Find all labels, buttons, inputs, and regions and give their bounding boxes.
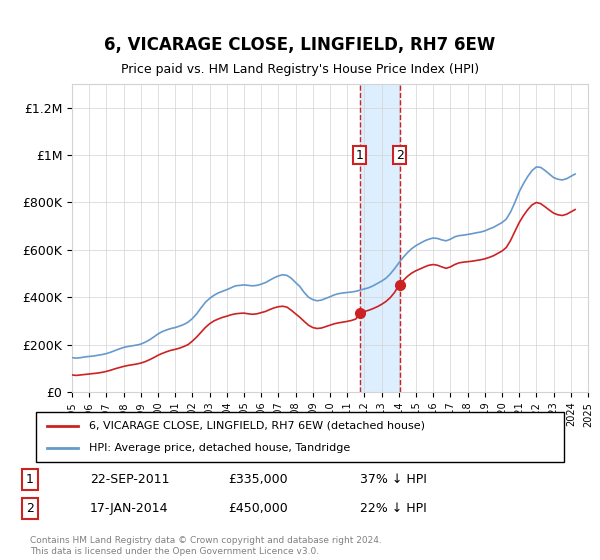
FancyBboxPatch shape — [36, 412, 564, 462]
Text: 37% ↓ HPI: 37% ↓ HPI — [360, 473, 427, 486]
Text: 2: 2 — [396, 148, 404, 162]
Text: 17-JAN-2014: 17-JAN-2014 — [90, 502, 169, 515]
Text: 1: 1 — [26, 473, 34, 486]
Text: HPI: Average price, detached house, Tandridge: HPI: Average price, detached house, Tand… — [89, 443, 350, 453]
Text: £335,000: £335,000 — [228, 473, 287, 486]
Text: 6, VICARAGE CLOSE, LINGFIELD, RH7 6EW (detached house): 6, VICARAGE CLOSE, LINGFIELD, RH7 6EW (d… — [89, 421, 425, 431]
Text: 22% ↓ HPI: 22% ↓ HPI — [360, 502, 427, 515]
Text: Contains HM Land Registry data © Crown copyright and database right 2024.
This d: Contains HM Land Registry data © Crown c… — [30, 536, 382, 556]
Text: 22-SEP-2011: 22-SEP-2011 — [90, 473, 170, 486]
Text: 6, VICARAGE CLOSE, LINGFIELD, RH7 6EW: 6, VICARAGE CLOSE, LINGFIELD, RH7 6EW — [104, 36, 496, 54]
Bar — [360, 84, 400, 392]
Text: 2: 2 — [26, 502, 34, 515]
Text: £450,000: £450,000 — [228, 502, 288, 515]
Text: 1: 1 — [356, 148, 364, 162]
Text: Price paid vs. HM Land Registry's House Price Index (HPI): Price paid vs. HM Land Registry's House … — [121, 63, 479, 77]
